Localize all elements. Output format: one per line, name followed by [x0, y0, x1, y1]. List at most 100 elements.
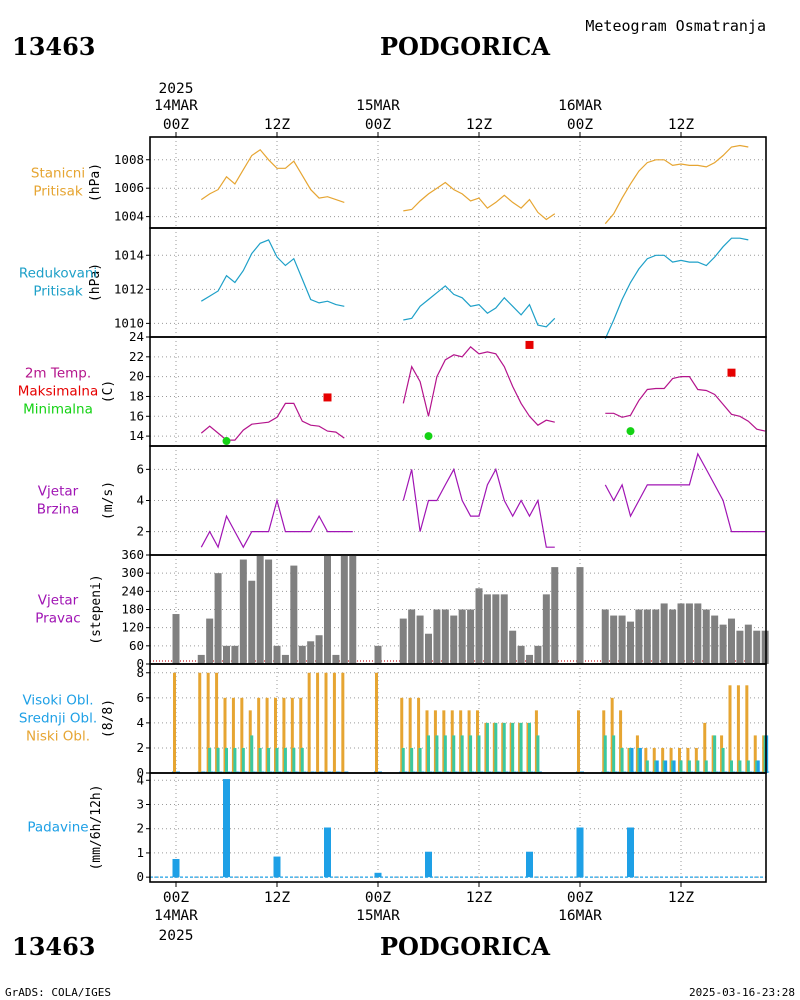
middle-cloud-bar	[612, 735, 616, 773]
middle-cloud-bar	[721, 747, 725, 773]
year-label-bottom: 2025	[159, 928, 194, 944]
direction-bar	[374, 645, 382, 664]
middle-cloud-bar	[410, 747, 414, 773]
direction-bar	[744, 624, 752, 664]
low-cloud-bar	[341, 672, 345, 773]
low-cloud-bar	[577, 710, 580, 773]
high-cloud-bar	[664, 760, 668, 773]
date-label-top: 14MAR	[154, 98, 198, 114]
max-temp-marker	[727, 368, 736, 377]
high-cloud-bar	[672, 760, 676, 773]
middle-cloud-bar	[225, 747, 228, 773]
low-cloud-bar	[265, 697, 269, 773]
low-cloud-bar	[324, 672, 328, 773]
series-line	[200, 498, 353, 549]
direction-bar	[627, 621, 634, 664]
direction-bar	[433, 609, 441, 664]
precip-bar	[526, 851, 533, 878]
middle-cloud-bar	[216, 747, 220, 773]
series-line	[402, 346, 555, 426]
low-cloud-bar	[307, 672, 311, 773]
direction-bar	[534, 645, 542, 664]
low-cloud-bar	[240, 697, 244, 773]
station-name-bottom: PODGORICA	[380, 932, 550, 961]
middle-cloud-bar	[469, 735, 473, 773]
hour-label-top: 12Z	[668, 117, 694, 133]
y-tick-label: 300	[121, 565, 144, 580]
precip-bar	[374, 872, 382, 878]
series-line	[604, 144, 749, 225]
series-line	[604, 452, 766, 533]
panel-frame	[149, 136, 767, 229]
direction-bar	[618, 615, 626, 664]
panel-reduced-pressure: 1010 1012 1014 (hPa)Redukovani Pritisak	[19, 227, 767, 339]
direction-bar	[172, 614, 180, 664]
y-tick-label: 0	[136, 656, 144, 671]
y-tick-label: 1	[136, 845, 144, 860]
series-line	[200, 239, 345, 307]
middle-cloud-bar	[275, 747, 279, 773]
panel-label: Minimalna	[23, 402, 93, 418]
direction-bar	[610, 615, 618, 664]
middle-cloud-bar	[460, 735, 464, 773]
middle-cloud-bar	[536, 735, 540, 773]
precip-bar	[172, 858, 180, 878]
y-tick-label: 0	[136, 869, 144, 884]
low-cloud-bar	[417, 697, 421, 773]
middle-cloud-bar	[519, 722, 523, 773]
panel-label: Vjetar	[38, 484, 79, 500]
y-tick-label: 1006	[114, 180, 144, 195]
precip-bar	[627, 827, 634, 878]
low-cloud-bar	[728, 685, 732, 773]
panel-label: Pritisak	[33, 184, 83, 200]
station-id-bottom: 13463	[12, 932, 96, 961]
direction-bar	[728, 618, 735, 664]
y-tick-label: 1004	[114, 209, 144, 224]
y-tick-label: 2	[136, 740, 144, 755]
direction-bar	[635, 609, 643, 664]
direction-bar	[467, 609, 475, 664]
hour-label-bottom: 00Z	[365, 890, 391, 906]
direction-bar	[416, 615, 424, 664]
min-temp-marker	[222, 437, 231, 446]
low-cloud-bar	[316, 672, 320, 773]
middle-cloud-bar	[452, 735, 456, 773]
panel-label: Brzina	[37, 502, 79, 518]
hour-label-top: 00Z	[365, 117, 391, 133]
series-line	[402, 467, 555, 548]
direction-bar	[551, 567, 559, 664]
direction-bar	[298, 645, 306, 664]
middle-cloud-bar	[485, 722, 489, 773]
station-id-top: 13463	[12, 32, 96, 61]
middle-cloud-bar	[300, 747, 304, 773]
precip-bar	[324, 827, 331, 878]
max-temp-marker	[323, 393, 332, 402]
hour-label-bottom: 12Z	[466, 890, 492, 906]
series-line	[605, 376, 766, 432]
direction-bar	[753, 630, 761, 664]
middle-cloud-bar	[241, 747, 245, 773]
direction-bar	[677, 603, 685, 664]
middle-cloud-bar	[696, 760, 700, 773]
high-cloud-bar	[638, 747, 642, 773]
panel-label: Niski Obl.	[26, 729, 90, 745]
low-cloud-bar	[231, 697, 235, 773]
direction-bar	[239, 559, 247, 664]
direction-bar	[340, 555, 348, 664]
direction-bar	[425, 633, 432, 664]
panel-clouds: 0 2 4 6 8 (8/8) Visoki Obl. Srednji Obl. Niski O…	[19, 663, 770, 780]
middle-cloud-bar	[704, 760, 708, 773]
unit-label: (C)	[101, 380, 116, 403]
middle-cloud-bar	[418, 747, 422, 773]
product-title: Meteogram Osmatranja	[585, 17, 766, 35]
y-tick-label: 1014	[114, 247, 144, 262]
panel-temperature: 14 16 18 20 22 24 (C) 2m Temp. Maksimalna Minimal…	[18, 329, 767, 447]
direction-bar	[223, 645, 230, 664]
middle-cloud-bar	[713, 735, 717, 773]
direction-bar	[265, 559, 273, 664]
unit-label: (hPa)	[88, 263, 103, 302]
direction-bar	[206, 618, 214, 664]
middle-cloud-bar	[435, 735, 439, 773]
y-tick-label: 24	[129, 329, 144, 344]
direction-bar	[307, 641, 315, 664]
